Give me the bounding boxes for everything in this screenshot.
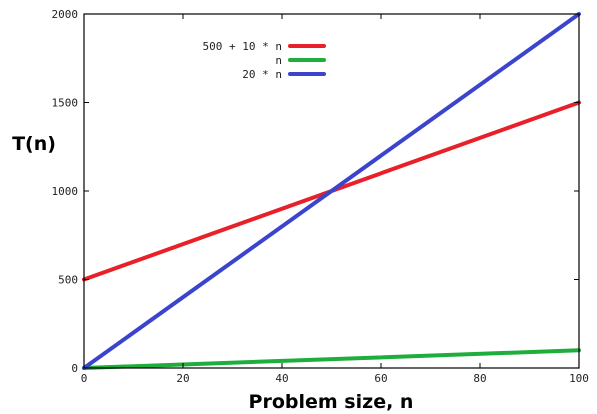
y-tick-label: 2000 — [52, 8, 79, 21]
x-tick-label: 40 — [275, 372, 288, 385]
y-tick-label: 1000 — [52, 185, 79, 198]
legend-label-0: 500 + 10 * n — [203, 40, 282, 53]
series-line-2 — [82, 12, 581, 370]
y-tick-label: 500 — [58, 274, 78, 287]
y-tick-label: 1500 — [52, 97, 79, 110]
legend-label-1: n — [275, 54, 282, 67]
x-tick-label: 20 — [176, 372, 189, 385]
x-axis-title: Problem size, n — [249, 391, 414, 413]
y-axis-title: T(n) — [12, 133, 56, 155]
x-tick-label: 0 — [81, 372, 88, 385]
x-tick-label: 60 — [374, 372, 387, 385]
series-layer — [82, 12, 581, 370]
x-tick-label: 100 — [569, 372, 589, 385]
y-tick-label: 0 — [71, 362, 78, 375]
x-tick-label: 80 — [473, 372, 486, 385]
legend-label-2: 20 * n — [242, 68, 282, 81]
series-line-1 — [82, 348, 581, 370]
